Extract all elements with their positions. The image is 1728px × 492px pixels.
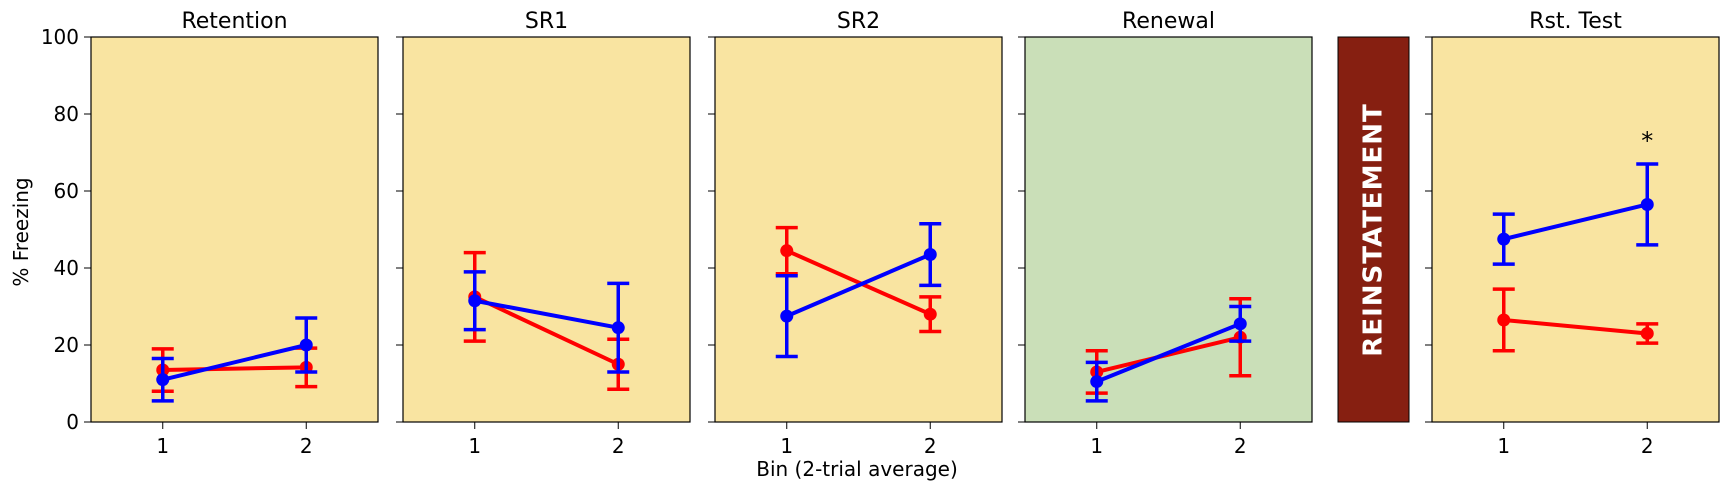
series-line bbox=[474, 298, 619, 330]
x-tick-label: 1 bbox=[1497, 434, 1510, 458]
data-point bbox=[780, 244, 794, 258]
data-point bbox=[611, 321, 625, 335]
panel-frame bbox=[714, 36, 1003, 423]
panel-5: Rst. Test 1 2 * bbox=[1425, 9, 1720, 458]
panel-title: Rst. Test bbox=[1529, 9, 1622, 34]
y-tick-label: 0 bbox=[66, 410, 79, 434]
panel-background bbox=[403, 37, 690, 422]
x-tick-label: 2 bbox=[300, 434, 313, 458]
series-1 bbox=[775, 225, 942, 334]
x-tick-label: 1 bbox=[1090, 434, 1103, 458]
x-tick-label: 2 bbox=[612, 434, 625, 458]
y-tick-label: 100 bbox=[41, 25, 79, 49]
x-tick-label: 1 bbox=[156, 434, 169, 458]
reinstatement-label: REINSTATEMENT bbox=[1359, 103, 1389, 356]
panel-frame bbox=[402, 36, 691, 423]
series-1 bbox=[1492, 287, 1659, 353]
x-tick-label: 1 bbox=[468, 434, 481, 458]
series-1 bbox=[151, 346, 318, 393]
series-2 bbox=[1492, 162, 1659, 266]
panel-4: Renewal 1 2 bbox=[1018, 9, 1313, 458]
data-point bbox=[468, 294, 482, 308]
panel-title: SR1 bbox=[525, 9, 568, 34]
y-tick-label: 40 bbox=[54, 256, 79, 280]
panel-frame bbox=[1024, 36, 1313, 423]
data-point bbox=[923, 248, 937, 262]
series-line bbox=[162, 365, 307, 373]
series-line bbox=[785, 248, 932, 317]
data-point bbox=[1090, 375, 1104, 389]
series-2 bbox=[1085, 304, 1252, 403]
panel-frame bbox=[1431, 36, 1720, 423]
series-line bbox=[1096, 321, 1241, 384]
significance-marker: * bbox=[1641, 127, 1653, 155]
data-point bbox=[156, 373, 170, 387]
y-tick-label: 20 bbox=[54, 333, 79, 357]
reinstatement-panel: REINSTATEMENT bbox=[1337, 36, 1410, 423]
panel-2: SR1 1 2 bbox=[396, 9, 691, 458]
y-tick-label: 60 bbox=[54, 179, 79, 203]
x-tick-label: 2 bbox=[924, 434, 937, 458]
data-point bbox=[1497, 313, 1511, 327]
series-line bbox=[1503, 317, 1648, 336]
panel-3: SR2 1 2 bbox=[708, 9, 1003, 458]
x-tick-label: 2 bbox=[1641, 434, 1654, 458]
panel-frame bbox=[90, 36, 379, 423]
series-line bbox=[162, 343, 307, 382]
y-axis-label: % Freezing bbox=[9, 177, 33, 286]
y-tick-label: 80 bbox=[54, 102, 79, 126]
data-point bbox=[923, 307, 937, 321]
data-point bbox=[1233, 317, 1247, 331]
x-tick-label: 2 bbox=[1234, 434, 1247, 458]
x-axis-label: Bin (2-trial average) bbox=[756, 457, 958, 481]
series-2 bbox=[151, 316, 318, 403]
panel-title: SR2 bbox=[837, 9, 880, 34]
panel-background bbox=[91, 37, 378, 422]
data-point bbox=[1497, 232, 1511, 246]
data-point bbox=[780, 309, 794, 323]
data-point bbox=[1640, 197, 1654, 211]
data-point bbox=[299, 338, 313, 352]
panel-background bbox=[1025, 37, 1312, 422]
panel-1: Retention 0 20 40 60 80 100 1 2 bbox=[41, 9, 379, 458]
panel-title: Renewal bbox=[1122, 9, 1215, 34]
x-tick-label: 1 bbox=[780, 434, 793, 458]
panel-background bbox=[1432, 37, 1719, 422]
panel-title: Retention bbox=[181, 9, 287, 34]
series-2 bbox=[463, 270, 630, 374]
reinstatement-bar bbox=[1337, 36, 1410, 423]
series-line bbox=[1503, 202, 1648, 242]
series-line bbox=[785, 252, 932, 318]
series-line bbox=[473, 295, 620, 367]
series-2 bbox=[775, 221, 942, 359]
data-point bbox=[1640, 326, 1654, 340]
panel-background bbox=[715, 37, 1002, 422]
